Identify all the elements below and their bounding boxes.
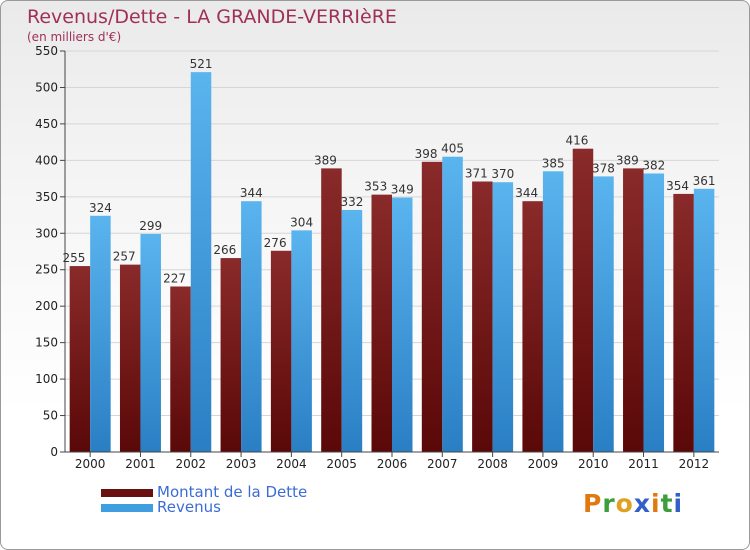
bar-dette bbox=[321, 168, 342, 452]
bar-revenus bbox=[341, 209, 363, 452]
data-label: 332 bbox=[340, 195, 363, 209]
data-label: 354 bbox=[666, 179, 689, 193]
bar-dette bbox=[673, 193, 694, 452]
bar-dette bbox=[270, 250, 292, 452]
x-tick-label: 2003 bbox=[226, 457, 257, 471]
bar-revenus bbox=[693, 188, 715, 452]
y-tick-label: 150 bbox=[35, 336, 58, 350]
bar-revenus bbox=[542, 171, 564, 453]
x-tick-label: 2000 bbox=[75, 457, 106, 471]
x-tick-label: 2001 bbox=[125, 457, 156, 471]
data-label: 398 bbox=[415, 147, 438, 161]
x-tick-label: 2011 bbox=[628, 457, 659, 471]
data-label: 304 bbox=[290, 215, 313, 229]
bar-dette bbox=[572, 148, 594, 452]
data-label: 324 bbox=[89, 201, 112, 215]
bar-dette bbox=[623, 168, 644, 452]
bar-dette bbox=[69, 266, 91, 452]
data-label: 361 bbox=[693, 174, 716, 188]
data-label: 371 bbox=[465, 167, 488, 181]
x-tick-label: 2005 bbox=[326, 457, 357, 471]
legend-item-dette: Montant de la Dette bbox=[101, 483, 401, 501]
bar-revenus bbox=[190, 72, 212, 452]
bar-dette bbox=[371, 194, 392, 452]
bar-dette bbox=[522, 201, 543, 452]
chart-title: Revenus/Dette - LA GRANDE-VERRIèRE bbox=[27, 6, 397, 28]
x-tick-label: 2010 bbox=[578, 457, 609, 471]
data-label: 521 bbox=[190, 57, 213, 71]
legend-label-revenus: Revenus bbox=[157, 498, 221, 516]
data-label: 385 bbox=[542, 156, 565, 170]
bar-revenus bbox=[90, 215, 111, 452]
bar-dette bbox=[472, 181, 493, 453]
legend-label-dette: Montant de la Dette bbox=[157, 483, 308, 501]
y-tick-label: 100 bbox=[35, 372, 58, 386]
bar-dette bbox=[220, 258, 242, 452]
legend-swatch-revenus bbox=[101, 504, 153, 512]
data-label: 276 bbox=[264, 236, 287, 250]
bar-revenus bbox=[140, 234, 161, 452]
data-label: 257 bbox=[113, 250, 136, 264]
x-tick-label: 2007 bbox=[427, 457, 458, 471]
data-label: 255 bbox=[62, 251, 85, 265]
data-label: 353 bbox=[364, 180, 387, 194]
y-tick-label: 550 bbox=[35, 44, 58, 58]
bar-revenus bbox=[442, 156, 463, 452]
y-tick-label: 450 bbox=[35, 117, 58, 131]
data-label: 389 bbox=[314, 153, 337, 167]
y-tick-label: 50 bbox=[43, 409, 58, 423]
y-tick-label: 0 bbox=[50, 445, 58, 459]
data-label: 349 bbox=[391, 183, 414, 197]
bar-revenus bbox=[241, 201, 262, 452]
bar-dette bbox=[421, 161, 443, 452]
y-tick-label: 500 bbox=[35, 80, 58, 94]
bar-revenus bbox=[291, 230, 312, 452]
data-label: 227 bbox=[163, 271, 186, 285]
chart-subtitle: (en milliers d'€) bbox=[27, 30, 122, 44]
bar-revenus bbox=[643, 173, 665, 452]
x-tick-label: 2002 bbox=[175, 457, 206, 471]
data-label: 266 bbox=[213, 243, 236, 257]
bar-dette bbox=[119, 264, 141, 452]
y-tick-label: 300 bbox=[35, 226, 58, 240]
data-label: 370 bbox=[491, 167, 514, 181]
x-tick-label: 2008 bbox=[477, 457, 508, 471]
y-tick-label: 400 bbox=[35, 153, 58, 167]
x-tick-label: 2012 bbox=[679, 457, 710, 471]
data-label: 389 bbox=[616, 153, 639, 167]
bar-revenus bbox=[593, 176, 614, 453]
data-label: 344 bbox=[240, 186, 263, 200]
y-tick-label: 350 bbox=[35, 190, 58, 204]
data-label: 299 bbox=[139, 219, 162, 233]
bar-revenus bbox=[492, 182, 514, 452]
data-label: 378 bbox=[592, 161, 615, 175]
x-tick-label: 2004 bbox=[276, 457, 307, 471]
legend-swatch-dette bbox=[101, 489, 153, 497]
x-tick-label: 2006 bbox=[377, 457, 408, 471]
y-tick-label: 200 bbox=[35, 299, 58, 313]
y-tick-label: 250 bbox=[35, 263, 58, 277]
bar-dette bbox=[170, 286, 191, 452]
data-label: 416 bbox=[566, 134, 589, 148]
data-label: 405 bbox=[441, 142, 464, 156]
data-label: 382 bbox=[642, 158, 665, 172]
bar-revenus bbox=[392, 197, 413, 452]
x-tick-label: 2009 bbox=[528, 457, 559, 471]
brand-logo: Proxiti bbox=[583, 489, 684, 518]
data-label: 344 bbox=[515, 186, 538, 200]
legend-item-revenus: Revenus bbox=[101, 498, 401, 516]
